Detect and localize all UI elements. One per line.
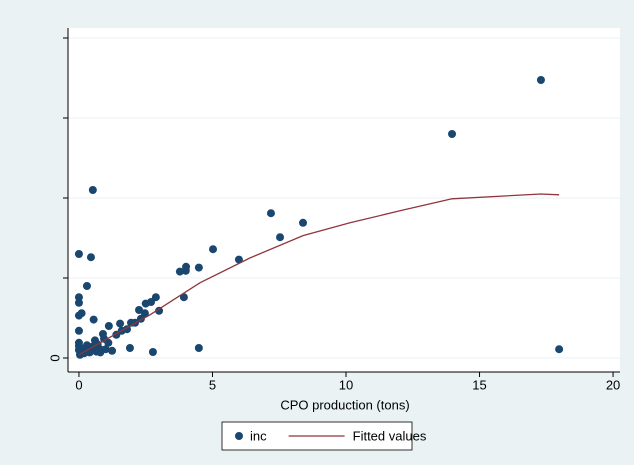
- point: [74, 250, 83, 258]
- point: [74, 342, 83, 350]
- point: [141, 299, 150, 308]
- point: [234, 255, 243, 264]
- point: [92, 347, 101, 356]
- point: [194, 263, 203, 272]
- legend: [221, 421, 413, 451]
- point: [104, 338, 113, 347]
- point: [89, 315, 98, 324]
- point: [448, 130, 457, 138]
- y-tick-label: 0: [47, 354, 62, 361]
- point: [108, 346, 117, 355]
- point: [88, 186, 97, 194]
- point: [74, 298, 83, 307]
- point: [86, 253, 95, 262]
- x-tick-label: 10: [339, 377, 353, 392]
- x-tick-label: 20: [606, 377, 620, 392]
- point: [276, 233, 285, 242]
- point: [140, 309, 149, 318]
- point: [175, 267, 184, 276]
- point: [155, 306, 164, 315]
- point: [101, 345, 110, 354]
- point: [181, 266, 190, 275]
- point: [116, 319, 125, 328]
- fitted-line: [78, 193, 560, 356]
- legend-label: inc: [250, 428, 267, 443]
- x-tick-label: 0: [75, 377, 82, 392]
- point: [194, 344, 203, 352]
- point: [209, 245, 218, 254]
- x-tick-label: 15: [472, 377, 486, 392]
- point: [77, 309, 86, 318]
- legend-marker: [235, 432, 243, 440]
- point: [125, 344, 134, 352]
- x-tick-label: 5: [209, 377, 216, 392]
- point: [536, 76, 545, 84]
- point: [266, 209, 275, 218]
- point: [299, 218, 308, 227]
- point: [74, 326, 83, 335]
- x-axis-label: CPO production (tons): [280, 397, 409, 412]
- point: [82, 282, 91, 290]
- point: [179, 293, 188, 302]
- point: [148, 348, 157, 356]
- point: [555, 345, 564, 354]
- legend-label: Fitted values: [353, 428, 427, 443]
- point: [135, 306, 144, 314]
- point: [74, 293, 83, 302]
- point: [104, 322, 113, 330]
